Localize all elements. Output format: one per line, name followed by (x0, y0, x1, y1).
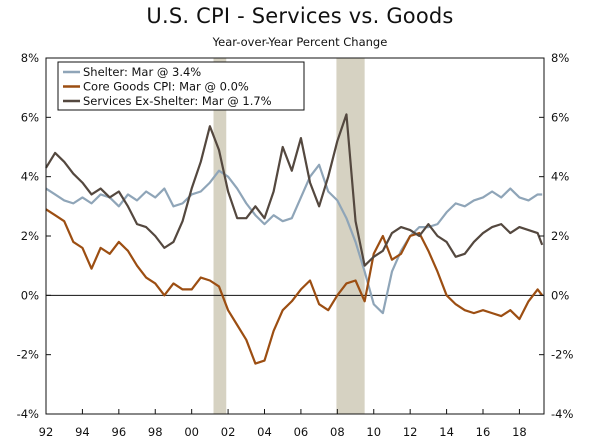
y-tick-label-left: 0% (21, 288, 39, 302)
plot-frame-rect (45, 57, 545, 415)
x-tick-label: 94 (75, 425, 90, 439)
y-tick-label-right: 6% (551, 110, 569, 124)
legend: Shelter: Mar @ 3.4%Core Goods CPI: Mar @… (57, 61, 305, 111)
y-tick-label-left: -2% (17, 348, 39, 362)
chart-title: U.S. CPI - Services vs. Goods (146, 4, 454, 28)
y-tick-label-left: -4% (17, 407, 39, 421)
x-tick-label: 10 (366, 425, 381, 439)
series-lines (45, 113, 544, 365)
x-tick-label: 18 (512, 425, 527, 439)
y-tick-label-left: 4% (21, 170, 39, 184)
legend-label: Core Goods CPI: Mar @ 0.0% (83, 80, 249, 94)
x-tick-label: 14 (439, 425, 454, 439)
x-tick-label: 08 (330, 425, 345, 439)
y-tick-label-right: 0% (551, 288, 569, 302)
y-tick-label-left: 8% (21, 51, 39, 65)
y-tick-label-left: 2% (21, 229, 39, 243)
y-tick-label-right: 4% (551, 170, 569, 184)
legend-label: Shelter: Mar @ 3.4% (83, 65, 201, 79)
legend-box (57, 61, 305, 111)
y-tick-label-right: 8% (551, 51, 569, 65)
x-tick-label: 96 (112, 425, 127, 439)
x-tick-label: 98 (148, 425, 163, 439)
y-tick-label-right: 2% (551, 229, 569, 243)
x-tick-label: 02 (221, 425, 236, 439)
chart-subtitle: Year-over-Year Percent Change (212, 35, 388, 49)
x-tick-label: 16 (476, 425, 491, 439)
recession-bands (213, 58, 365, 414)
plot-frame (45, 57, 545, 415)
y-tick-label-right: -2% (551, 348, 573, 362)
y-tick-label-right: -4% (551, 407, 573, 421)
series-line-2 (45, 113, 544, 267)
series-line-1 (45, 208, 544, 365)
axis-ticks: -4% -4% -2% -2% 0% 0% 2% 2% 4% 4% 6% 6% 8% 8% 92 94 96 98… (17, 51, 574, 439)
x-tick-label: 04 (257, 425, 272, 439)
x-tick-label: 12 (403, 425, 418, 439)
recession-band-0 (213, 58, 227, 414)
x-tick-label: 06 (294, 425, 309, 439)
recession-band-1 (336, 58, 365, 414)
x-tick-label: 92 (39, 425, 54, 439)
legend-label: Services Ex-Shelter: Mar @ 1.7% (83, 94, 272, 108)
x-tick-label: 00 (184, 425, 199, 439)
series-line-0 (45, 163, 543, 315)
y-tick-label-left: 6% (21, 110, 39, 124)
